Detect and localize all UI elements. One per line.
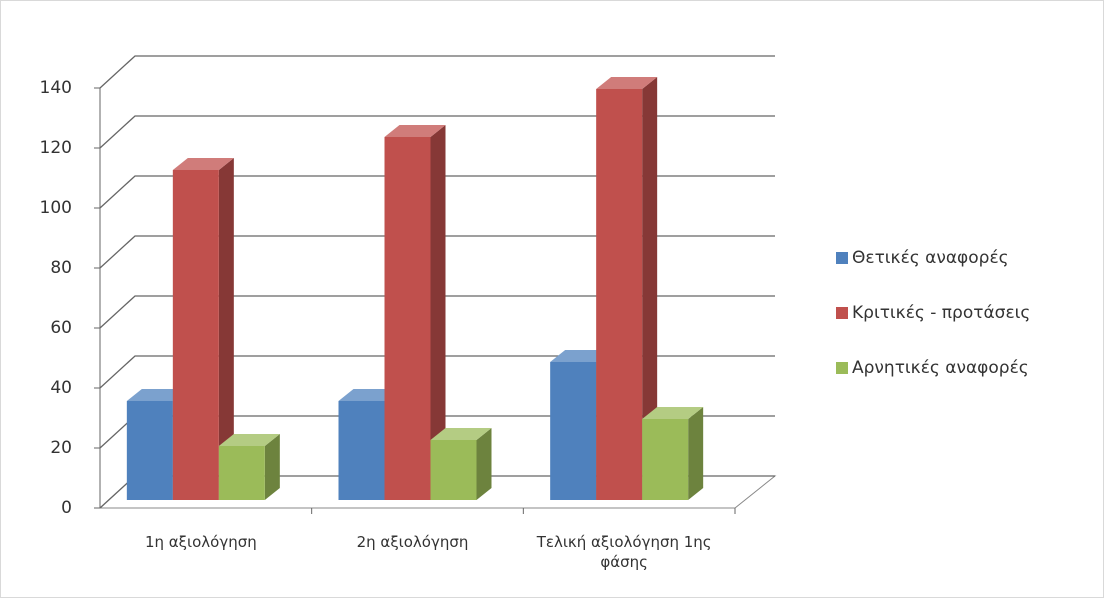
grid-line xyxy=(99,175,775,209)
y-tick-label: 20 xyxy=(50,438,72,458)
bar-front xyxy=(550,362,597,500)
x-tick-label: 1η αξιολόγηση xyxy=(144,533,257,551)
bar-top xyxy=(642,407,704,419)
bar-side xyxy=(264,434,280,500)
bar-top xyxy=(172,158,234,170)
bar-top xyxy=(218,434,280,446)
bar-top xyxy=(430,428,492,440)
bar-front xyxy=(596,89,643,500)
bar-front xyxy=(642,419,689,500)
bar-side xyxy=(642,77,658,500)
bar-top xyxy=(338,389,400,401)
y-tick-label: 100 xyxy=(40,198,72,218)
grid-line xyxy=(99,235,775,269)
y-tick-label: 0 xyxy=(61,498,72,518)
y-tick-label: 80 xyxy=(50,258,72,278)
bar-top xyxy=(126,389,188,401)
legend-swatch xyxy=(836,307,848,319)
y-tick-label: 40 xyxy=(50,378,72,398)
bar-front xyxy=(126,401,173,500)
bar-front xyxy=(384,137,431,500)
bar-top xyxy=(550,350,612,362)
bar-front xyxy=(338,401,385,500)
bar xyxy=(384,125,446,500)
bar-top xyxy=(596,77,658,89)
bar xyxy=(218,434,280,500)
bar-side xyxy=(218,158,234,500)
grid-line xyxy=(99,115,775,149)
legend-swatch xyxy=(836,362,848,374)
legend-label: Κριτικές - προτάσεις xyxy=(852,303,1030,323)
bar xyxy=(430,428,492,500)
legend-swatch xyxy=(836,252,848,264)
bar xyxy=(596,77,658,500)
y-tick-label: 120 xyxy=(40,138,72,158)
bar-side xyxy=(688,407,704,500)
bar xyxy=(172,158,234,500)
bar-front xyxy=(172,170,219,500)
grid-line xyxy=(99,295,775,329)
grid-line xyxy=(99,55,775,89)
y-tick-label: 140 xyxy=(40,78,72,98)
bar-front xyxy=(430,440,477,500)
y-tick-label: 60 xyxy=(50,318,72,338)
x-tick-label: 2η αξιολόγηση xyxy=(356,533,469,551)
bar-side xyxy=(476,428,492,500)
bar-top xyxy=(384,125,446,137)
bar-front xyxy=(218,446,265,500)
x-tick-label: Τελική αξιολόγηση 1ης φάσης xyxy=(536,533,712,571)
legend-label: Αρνητικές αναφορές xyxy=(852,358,1029,378)
bar-side xyxy=(430,125,446,500)
bar xyxy=(642,407,704,500)
legend-label: Θετικές αναφορές xyxy=(852,248,1009,268)
